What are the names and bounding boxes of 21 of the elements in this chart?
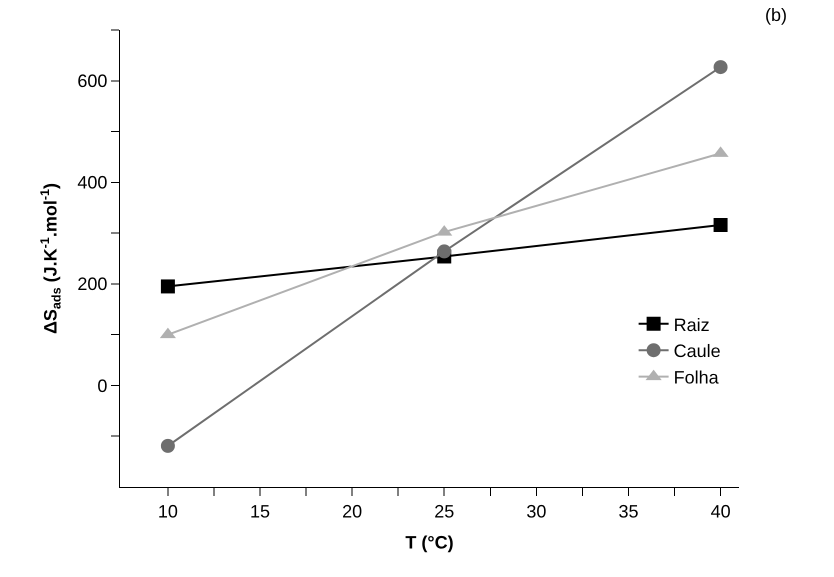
y-tick-label: 0	[97, 376, 108, 396]
y-tick-label: 200	[77, 274, 108, 294]
y-tick-label: 400	[77, 172, 108, 193]
point	[160, 438, 175, 453]
point	[437, 244, 452, 258]
y-tick-label: 600	[77, 71, 108, 92]
x-axis-title: T (°C)	[405, 532, 454, 553]
x-tick-label: 10	[158, 502, 178, 522]
legend-label: Raiz	[674, 314, 710, 335]
point	[714, 218, 728, 232]
x-tick-label: 20	[342, 502, 362, 522]
point	[160, 279, 175, 294]
x-tick-label: 35	[618, 502, 638, 522]
x-tick-label: 25	[434, 502, 454, 522]
legend-label: Folha	[674, 368, 720, 388]
x-tick-label: 15	[250, 502, 270, 522]
x-tick-label: 30	[526, 502, 546, 522]
x-tick-label: 40	[710, 502, 731, 522]
point	[714, 60, 728, 74]
legend-label: Caule	[674, 341, 721, 362]
text: (b)	[765, 5, 787, 25]
